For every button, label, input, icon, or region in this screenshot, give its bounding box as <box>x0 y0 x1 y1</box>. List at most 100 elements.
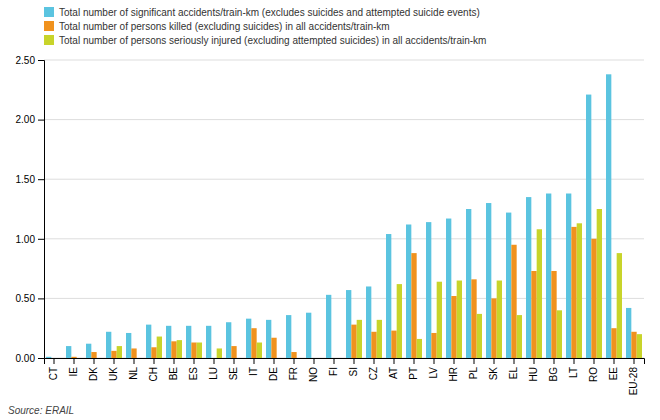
tick: ES <box>188 358 199 380</box>
bar <box>531 271 536 358</box>
bar <box>211 358 216 359</box>
tick-mark <box>554 358 555 364</box>
tick: CH <box>148 358 159 381</box>
tick: 2.50 <box>16 55 44 66</box>
tick-mark <box>454 358 455 364</box>
tick: DK <box>88 358 99 381</box>
chart: 0.000.501.001.502.002.50CTIEDKUKNLCHBEES… <box>0 0 660 420</box>
legend-item: Total number of significant accidents/tr… <box>44 7 480 18</box>
tick-label: SI <box>348 367 359 376</box>
bar-series <box>117 209 642 358</box>
tick-mark <box>38 239 44 240</box>
tick: IE <box>68 358 79 376</box>
tick-label: RO <box>588 367 599 382</box>
grid-line <box>44 60 644 61</box>
bar <box>386 234 391 358</box>
tick: AT <box>388 358 399 379</box>
bar <box>637 334 642 358</box>
tick-label: CT <box>48 367 59 380</box>
bar <box>117 346 122 358</box>
axis-domain <box>38 61 45 359</box>
tick-mark <box>154 358 155 364</box>
bar <box>77 358 82 359</box>
bar <box>186 326 191 358</box>
tick: 1.50 <box>16 174 44 185</box>
bar <box>237 358 242 359</box>
tick: 1.00 <box>16 234 44 245</box>
tick-label: CH <box>148 367 159 381</box>
bar <box>126 333 131 358</box>
bar <box>51 358 56 359</box>
bar <box>357 320 362 358</box>
tick-label: HR <box>448 367 459 381</box>
tick-mark <box>274 358 275 364</box>
legend-item: Total number of persons killed (excludin… <box>44 21 390 32</box>
bar <box>377 320 382 358</box>
tick-mark <box>38 358 44 359</box>
tick-label: 0.00 <box>16 353 36 364</box>
tick-mark <box>254 358 255 364</box>
bar <box>166 326 171 358</box>
bar <box>426 222 431 358</box>
bar <box>577 223 582 358</box>
tick-label: EL <box>508 367 519 380</box>
tick-label: DE <box>268 367 279 381</box>
bar <box>277 358 282 359</box>
tick-label: NO <box>308 367 319 382</box>
bar <box>437 282 442 358</box>
tick-mark <box>614 358 615 364</box>
bar <box>91 352 96 358</box>
annotation: Source: ERAIL <box>8 405 74 416</box>
bar <box>346 290 351 358</box>
tick-label: UK <box>108 367 119 381</box>
tick-mark <box>314 358 315 364</box>
tick-mark <box>594 358 595 364</box>
tick-mark <box>354 358 355 364</box>
tick: CT <box>48 358 59 380</box>
bar <box>191 343 196 358</box>
bar <box>606 74 611 358</box>
tick-label: PL <box>468 367 479 380</box>
legend-swatch <box>44 7 54 17</box>
x-axis: CTIEDKUKNLCHBEESLUSEITDEFRNOFISICZATPTLV… <box>45 358 645 395</box>
tick-label: ES <box>188 367 199 381</box>
legend-label: Total number of significant accidents/tr… <box>59 7 480 18</box>
tick: FR <box>288 358 299 380</box>
tick: SE <box>228 358 239 380</box>
tick-mark <box>294 358 295 364</box>
bar <box>137 358 142 359</box>
tick-mark <box>374 358 375 364</box>
bar <box>371 332 376 358</box>
bar <box>366 286 371 358</box>
bar <box>511 245 516 358</box>
bar <box>311 358 316 359</box>
bar <box>86 344 91 358</box>
bar <box>197 343 202 358</box>
bar-series <box>46 74 631 358</box>
tick-label: DK <box>88 367 99 381</box>
tick-label: SE <box>228 367 239 381</box>
bar <box>617 253 622 358</box>
bar <box>246 319 251 358</box>
tick-label: 2.50 <box>16 55 36 66</box>
bar <box>557 310 562 358</box>
legend-swatch <box>44 35 54 45</box>
bar <box>297 358 302 359</box>
bar <box>331 358 336 359</box>
bar <box>337 358 342 359</box>
grid-line <box>44 179 644 180</box>
grid-line <box>44 119 644 120</box>
bar <box>597 209 602 358</box>
tick: IT <box>248 358 259 376</box>
tick: LU <box>208 358 219 380</box>
bar <box>251 328 256 358</box>
bar <box>106 332 111 358</box>
tick-label: 2.00 <box>16 114 36 125</box>
bar <box>317 358 322 359</box>
bar <box>157 337 162 358</box>
tick: DE <box>268 358 279 381</box>
bar <box>491 298 496 358</box>
legend-label: Total number of persons killed (excludin… <box>59 21 390 32</box>
tick-label: 1.00 <box>16 234 36 245</box>
bar <box>111 351 116 358</box>
